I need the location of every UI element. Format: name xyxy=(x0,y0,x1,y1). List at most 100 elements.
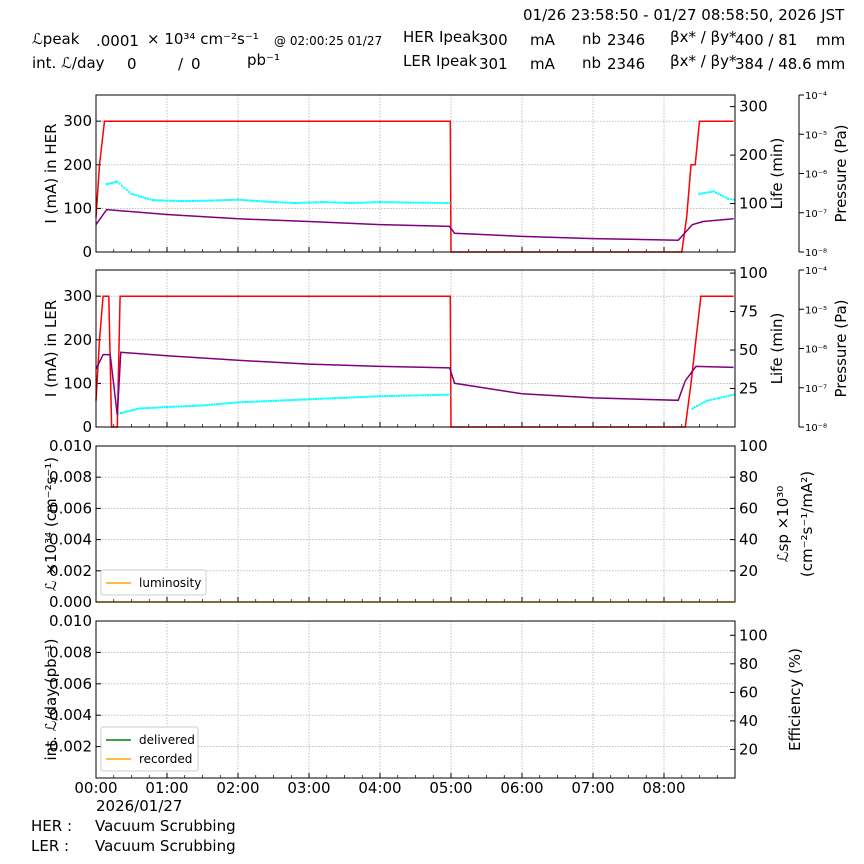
life-point xyxy=(424,394,427,397)
y2-tick-label: 40 xyxy=(739,531,758,549)
life-point xyxy=(305,398,308,401)
life-point xyxy=(308,398,310,401)
life-point xyxy=(154,199,157,202)
y2-axis-label: Efficiency (%) xyxy=(786,648,804,751)
life-point xyxy=(163,199,166,202)
life-point xyxy=(443,393,446,396)
life-point xyxy=(220,199,223,202)
life-point xyxy=(296,398,299,401)
legend-label: delivered xyxy=(139,733,195,747)
life-point xyxy=(130,409,133,412)
life-point xyxy=(371,201,374,204)
life-point xyxy=(405,394,408,397)
life-point xyxy=(234,401,237,404)
life-point xyxy=(225,199,228,202)
life-point xyxy=(187,199,190,202)
life-point xyxy=(132,193,135,196)
life-point xyxy=(310,201,313,204)
life-point xyxy=(355,201,358,204)
life-point xyxy=(227,198,230,201)
life-point xyxy=(386,201,389,204)
y2-tick-label: 300 xyxy=(739,98,768,116)
ler-beta-label: βx* / βy* xyxy=(670,52,737,70)
life-point xyxy=(173,199,176,202)
pressure-tick-label: 10⁻⁵ xyxy=(805,130,827,141)
life-point xyxy=(263,400,266,403)
life-point xyxy=(412,201,415,204)
life-point xyxy=(114,181,117,184)
intl-separator: / xyxy=(178,55,184,73)
life-point xyxy=(374,395,377,398)
y-tick-label: 0.006 xyxy=(49,675,92,693)
life-point xyxy=(730,394,733,397)
life-point xyxy=(441,393,444,396)
life-point xyxy=(180,200,183,203)
life-point xyxy=(441,201,444,204)
life-point xyxy=(698,403,701,406)
lpeak-value: .0001 xyxy=(96,32,139,50)
y-tick-label: 300 xyxy=(63,112,92,130)
life-point xyxy=(279,201,282,204)
life-point xyxy=(338,201,341,204)
life-point xyxy=(284,201,287,204)
life-point xyxy=(362,395,365,398)
footer-ler-label: LER : xyxy=(31,837,70,855)
life-point xyxy=(710,398,713,401)
panel-2 xyxy=(95,269,804,428)
pressure-tick-label: 10⁻⁵ xyxy=(805,305,827,316)
y2-axis-label: Life (min) xyxy=(768,138,786,210)
life-point xyxy=(298,201,301,204)
ler-ipeak-unit: mA xyxy=(530,55,555,73)
life-point xyxy=(402,394,405,397)
life-point xyxy=(720,396,723,399)
her-ipeak-label: HER Ipeak xyxy=(403,28,480,46)
life-point xyxy=(277,201,280,204)
life-point xyxy=(121,184,124,187)
life-point xyxy=(703,401,706,404)
life-point xyxy=(422,394,425,397)
life-point xyxy=(436,201,439,204)
life-point xyxy=(135,408,138,411)
life-point xyxy=(237,401,239,404)
life-point xyxy=(341,396,344,399)
y-tick-label: 0.002 xyxy=(49,562,92,580)
y-tick-label: 300 xyxy=(63,287,92,305)
life-point xyxy=(362,201,365,204)
life-point xyxy=(405,201,408,204)
life-point xyxy=(395,201,398,204)
life-point xyxy=(326,397,329,400)
life-point xyxy=(319,201,322,204)
life-point xyxy=(244,199,247,202)
life-point xyxy=(324,201,327,204)
life-point xyxy=(729,198,732,201)
life-point xyxy=(334,201,337,204)
panel-3 xyxy=(95,445,736,603)
life-point xyxy=(220,402,223,405)
life-point xyxy=(341,201,344,204)
life-point xyxy=(345,201,348,204)
life-point xyxy=(241,401,244,404)
life-point xyxy=(312,201,315,204)
life-point xyxy=(227,402,230,405)
y-axis-label: I (mA) in LER xyxy=(42,300,60,397)
ler-ipeak-label: LER Ipeak xyxy=(403,52,478,70)
life-point xyxy=(229,401,232,404)
life-point xyxy=(448,393,451,396)
life-point xyxy=(229,198,232,201)
life-point xyxy=(166,405,168,408)
life-point xyxy=(272,399,275,402)
life-point xyxy=(312,398,315,401)
life-point xyxy=(192,199,195,202)
life-point xyxy=(350,202,353,205)
life-point xyxy=(315,201,318,204)
life-point xyxy=(348,201,351,204)
life-point xyxy=(107,182,110,185)
life-point xyxy=(112,181,115,184)
life-point xyxy=(424,201,427,204)
life-point xyxy=(726,197,729,200)
y-axis-label: I (mA) in HER xyxy=(42,123,60,223)
life-point xyxy=(213,199,216,202)
life-point xyxy=(431,201,434,204)
legend-box xyxy=(100,569,207,596)
life-point xyxy=(705,191,708,194)
